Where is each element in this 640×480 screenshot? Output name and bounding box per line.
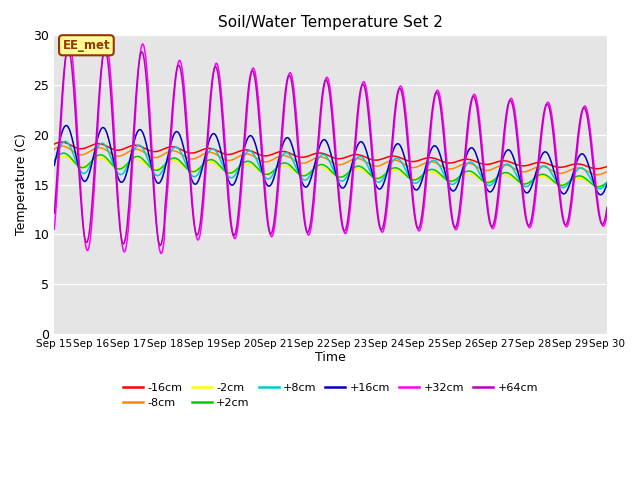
-8cm	[415, 163, 422, 169]
+16cm	[399, 148, 406, 154]
Line: -2cm: -2cm	[54, 156, 607, 186]
-8cm	[204, 150, 211, 156]
+64cm	[603, 204, 611, 210]
+16cm	[603, 181, 611, 187]
+32cm	[65, 38, 73, 44]
+64cm	[175, 62, 182, 68]
+16cm	[118, 180, 126, 185]
+2cm	[61, 150, 69, 156]
+8cm	[60, 139, 68, 144]
+64cm	[204, 123, 212, 129]
+8cm	[174, 145, 182, 151]
+32cm	[415, 228, 423, 234]
+2cm	[118, 166, 126, 171]
+8cm	[596, 186, 604, 192]
-2cm	[399, 171, 406, 177]
+32cm	[603, 212, 611, 217]
-8cm	[399, 160, 406, 166]
Y-axis label: Temperature (C): Temperature (C)	[15, 133, 28, 236]
+2cm	[603, 180, 611, 185]
-16cm	[58, 139, 65, 145]
+64cm	[415, 224, 423, 230]
-2cm	[118, 165, 126, 170]
Line: +64cm: +64cm	[54, 49, 607, 245]
+16cm	[597, 192, 605, 198]
Line: +16cm: +16cm	[54, 126, 607, 195]
-16cm	[204, 145, 211, 151]
+8cm	[204, 152, 211, 157]
Line: -8cm: -8cm	[54, 146, 607, 175]
-2cm	[59, 153, 67, 159]
-2cm	[415, 175, 422, 180]
+8cm	[603, 179, 611, 185]
-2cm	[174, 159, 182, 165]
+2cm	[399, 169, 406, 175]
-8cm	[603, 169, 611, 175]
-2cm	[594, 183, 602, 189]
+2cm	[51, 157, 58, 163]
Line: +32cm: +32cm	[54, 41, 607, 253]
+16cm	[60, 124, 68, 130]
+2cm	[60, 150, 67, 156]
+8cm	[415, 179, 422, 184]
-16cm	[61, 140, 69, 145]
+16cm	[51, 162, 58, 168]
+64cm	[118, 238, 126, 244]
+8cm	[51, 159, 58, 165]
+64cm	[399, 98, 407, 104]
+32cm	[204, 135, 212, 141]
X-axis label: Time: Time	[316, 351, 346, 364]
-2cm	[51, 157, 58, 163]
-16cm	[399, 156, 406, 162]
+2cm	[204, 158, 211, 164]
+8cm	[399, 161, 406, 167]
-8cm	[61, 144, 69, 149]
-16cm	[174, 145, 182, 151]
+64cm	[60, 66, 68, 72]
-16cm	[118, 146, 126, 152]
Text: EE_met: EE_met	[63, 39, 110, 52]
+16cm	[62, 123, 70, 129]
+32cm	[157, 251, 165, 256]
-8cm	[51, 146, 58, 152]
+16cm	[415, 185, 422, 191]
+32cm	[51, 227, 58, 232]
+64cm	[64, 46, 72, 52]
+32cm	[60, 70, 68, 76]
-16cm	[415, 157, 422, 163]
+2cm	[174, 156, 182, 162]
+32cm	[118, 240, 126, 246]
-2cm	[603, 180, 611, 186]
+8cm	[61, 138, 69, 144]
+32cm	[175, 58, 182, 64]
+16cm	[204, 144, 211, 150]
+32cm	[399, 91, 407, 96]
Line: +2cm: +2cm	[54, 153, 607, 187]
Line: +8cm: +8cm	[54, 141, 607, 189]
Title: Soil/Water Temperature Set 2: Soil/Water Temperature Set 2	[218, 15, 443, 30]
-16cm	[593, 166, 601, 172]
+64cm	[51, 210, 58, 216]
-2cm	[204, 160, 211, 166]
-8cm	[593, 172, 601, 178]
-16cm	[603, 164, 611, 169]
-8cm	[118, 153, 126, 158]
Line: -16cm: -16cm	[54, 142, 607, 169]
+64cm	[157, 242, 164, 248]
+2cm	[415, 175, 422, 181]
-16cm	[51, 141, 58, 147]
+2cm	[595, 184, 602, 190]
+8cm	[118, 171, 126, 177]
-8cm	[174, 149, 182, 155]
Legend: -16cm, -8cm, -2cm, +2cm, +8cm, +16cm, +32cm, +64cm: -16cm, -8cm, -2cm, +2cm, +8cm, +16cm, +3…	[119, 378, 542, 412]
-2cm	[61, 154, 69, 159]
+16cm	[174, 129, 182, 135]
-8cm	[58, 143, 66, 149]
